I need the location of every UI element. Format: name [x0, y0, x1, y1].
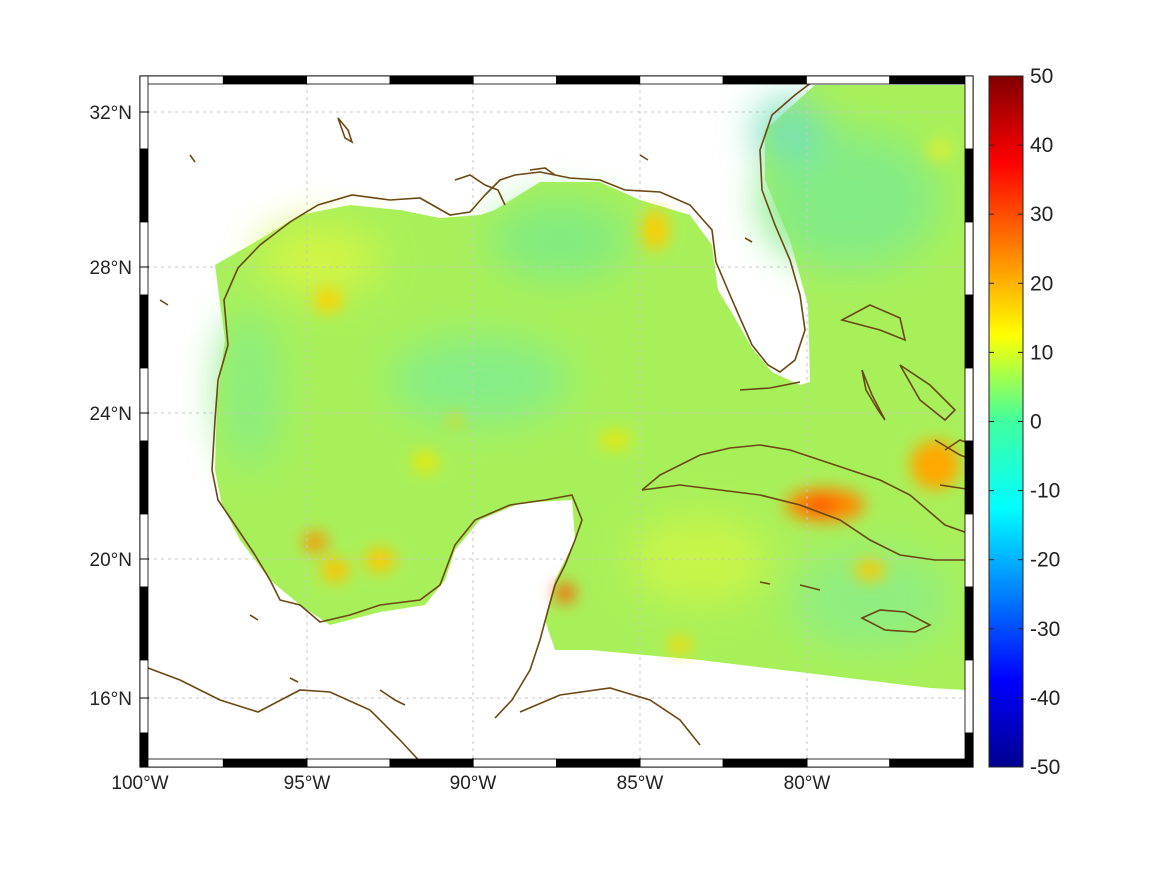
- honduras-coast: [519, 687, 701, 746]
- frame-segment-top: [889, 75, 974, 85]
- map-ticks: [140, 111, 808, 767]
- frame-segment-bottom: [806, 758, 891, 768]
- longitude-labels: 100°W 95°W 90°W 85°W 80°W: [111, 773, 830, 794]
- hotspot-hispaniola: [910, 440, 960, 490]
- colorbar-tick-label: 40: [1030, 134, 1053, 157]
- lon-label-90w: 90°W: [450, 773, 497, 794]
- frame-segment-left: [139, 586, 149, 661]
- frame-segment-top: [806, 75, 891, 85]
- frame-segment-top: [222, 75, 308, 85]
- lon-label-95w: 95°W: [284, 773, 331, 794]
- cool-anomaly-areas: [220, 100, 950, 650]
- louisiana-marsh: [454, 167, 556, 206]
- frame-segment-top: [639, 75, 724, 85]
- frame-segment-right: [964, 586, 974, 661]
- frame-segment-top: [306, 75, 391, 85]
- frame-segment-left: [139, 221, 149, 296]
- florida-keys: [739, 381, 801, 391]
- frame-segment-right: [964, 440, 974, 515]
- gulf-data-field: [215, 85, 965, 690]
- frame-segment-top: [556, 75, 641, 85]
- frame-segment-bottom: [639, 758, 724, 768]
- colorbar-tick-label: 30: [1030, 203, 1053, 226]
- frame-segment-right: [964, 294, 974, 369]
- frame-segment-bottom: [722, 758, 807, 768]
- hotspot-florida-panhandle: [642, 210, 668, 250]
- frame-segment-bottom: [389, 758, 474, 768]
- frame-segment-right: [964, 148, 974, 223]
- frame-segment-bottom: [306, 758, 391, 768]
- colorbar-tick-label: -40: [1030, 687, 1060, 710]
- colorbar-tick-label: -20: [1030, 549, 1060, 572]
- latitude-labels: 32°N 28°N 24°N 20°N 16°N: [90, 103, 132, 710]
- frame-segment-left: [139, 513, 149, 588]
- frame-segment-right: [964, 221, 974, 296]
- lat-label-20n: 20°N: [90, 550, 132, 571]
- cuba: [641, 444, 973, 561]
- frame-segment-bottom: [556, 758, 641, 768]
- frame-segment-bottom: [472, 758, 557, 768]
- lat-label-32n: 32°N: [90, 103, 132, 124]
- frame-segment-bottom: [222, 758, 308, 768]
- mexico-gulf-coast: [211, 469, 583, 719]
- bahamas: [839, 304, 973, 461]
- frame-segment-top: [722, 75, 807, 85]
- colorbar-tick-label: -50: [1030, 756, 1060, 779]
- colorbar-tick-label: 50: [1030, 65, 1053, 88]
- colorbar-tick-label: 20: [1030, 272, 1053, 295]
- frame-segment-left: [139, 294, 149, 369]
- frame-segment-left: [139, 440, 149, 515]
- frame-segment-left: [139, 148, 149, 223]
- lon-label-85w: 85°W: [617, 773, 664, 794]
- lon-label-100w: 100°W: [111, 773, 168, 794]
- frame-segment-top: [472, 75, 557, 85]
- coastlines: [140, 76, 973, 767]
- frame-segment-left: [139, 732, 149, 768]
- colorbar-tick-label: 10: [1030, 341, 1053, 364]
- frame-segment-right: [964, 367, 974, 442]
- frame-segment-top: [139, 75, 224, 85]
- lat-label-24n: 24°N: [90, 404, 132, 425]
- lat-label-28n: 28°N: [90, 258, 132, 279]
- colorbar-tick-label: -10: [1030, 480, 1060, 503]
- hotspot-bay-of-campeche: [303, 532, 327, 552]
- hotspot-texas-shelf: [314, 288, 342, 312]
- frame-segment-bottom: [889, 758, 974, 768]
- hotspot-yucatan: [555, 583, 575, 603]
- us-gulf-coast: [211, 76, 821, 471]
- colorbar-tick-label: -30: [1030, 618, 1060, 641]
- small-islands: [159, 117, 821, 706]
- frame-segment-right: [964, 75, 974, 150]
- frame-segment-left: [139, 367, 149, 442]
- frame-segment-right: [964, 659, 974, 734]
- frame-segment-bottom: [139, 758, 224, 768]
- frame-segment-top: [389, 75, 474, 85]
- frame-segment-right: [964, 513, 974, 588]
- lat-label-16n: 16°N: [90, 689, 132, 710]
- central-america-pacific-coast: [140, 664, 426, 767]
- colorbar-tick-label: 0: [1030, 411, 1042, 434]
- lon-label-80w: 80°W: [784, 773, 831, 794]
- graticule: [140, 76, 973, 767]
- frame-segment-right: [964, 732, 974, 768]
- colorbar: 50 40 30 20 10 0 -10 -20 -30 -40 -50: [988, 65, 1060, 779]
- colorbar-ticks: 50 40 30 20 10 0 -10 -20 -30 -40 -50: [989, 65, 1060, 779]
- colorbar-gradient: [988, 75, 1024, 768]
- frame-segment-left: [139, 659, 149, 734]
- map-frame: [139, 75, 974, 768]
- data-field: [215, 85, 965, 690]
- jamaica: [860, 609, 932, 633]
